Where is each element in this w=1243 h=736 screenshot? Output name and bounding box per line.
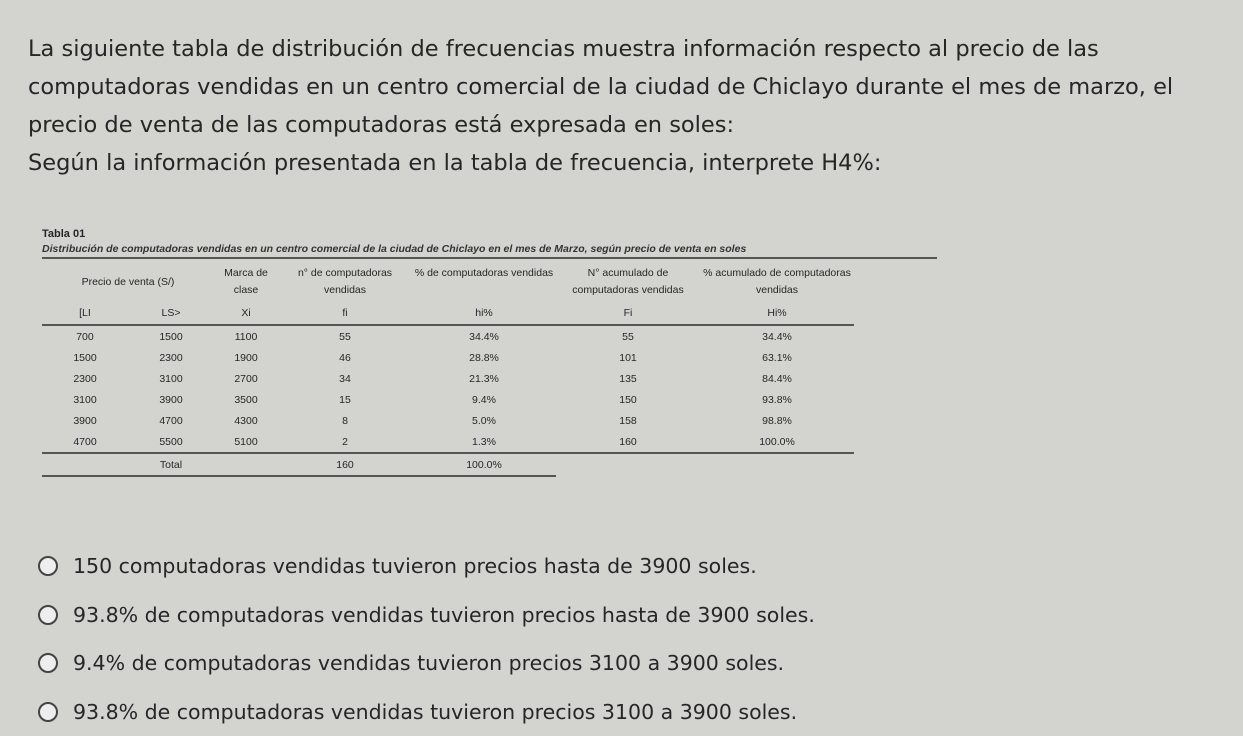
table-cell: 160 [556,431,700,453]
table-cell: 158 [556,410,700,431]
subheader-cell: fi [278,301,412,325]
table-cell: 5100 [214,431,278,453]
table-cell: 100.0% [700,431,854,453]
table-cell: 2 [278,431,412,453]
table-cell: 3100 [128,368,214,389]
radio-button[interactable] [38,653,58,673]
table-cell: 1500 [42,347,128,368]
option-4[interactable]: 93.8% de computadoras vendidas tuvieron … [38,688,815,736]
table-cell: 2300 [42,368,128,389]
table-cell: 5.0% [412,410,556,431]
question-prompt: Según la información presentada en la ta… [28,144,1228,182]
table-cell: 28.8% [412,347,556,368]
table-cell: 3900 [128,389,214,410]
table-cell: 101 [556,347,700,368]
table-cell: 55 [278,325,412,347]
table-cell: 21.3% [412,368,556,389]
option-label: 93.8% de computadoras vendidas tuvieron … [73,603,815,627]
total-hi: 100.0% [412,453,556,476]
table-cell: 93.8% [700,389,854,410]
table-cell: 4300 [214,410,278,431]
subheader-cell: LS> [128,301,214,325]
header-class-mark: Marca de clase [214,263,278,301]
subheader-cell: Hi% [700,301,854,325]
table-cell: 2300 [128,347,214,368]
frequency-table: Precio de venta (S/) Marca de clase n° d… [42,263,854,477]
option-label: 150 computadoras vendidas tuvieron preci… [73,554,757,578]
table-cell: 1.3% [412,431,556,453]
table-cell: 700 [42,325,128,347]
table-cell: 84.4% [700,368,854,389]
subheader-cell: Xi [214,301,278,325]
header-Hi: % acumulado de computadoras vendidas [700,263,854,301]
radio-button[interactable] [38,556,58,576]
subheader-cell: Fi [556,301,700,325]
option-label: 9.4% de computadoras vendidas tuvieron p… [73,651,784,675]
total-fi: 160 [278,453,412,476]
table-cell: 5500 [128,431,214,453]
frequency-table-figure: Tabla 01 Distribución de computadoras ve… [42,228,942,477]
table-cell: 135 [556,368,700,389]
radio-button[interactable] [38,702,58,722]
table-cell: 34.4% [700,325,854,347]
question-paragraph: La siguiente tabla de distribución de fr… [28,30,1228,144]
table-cell: 1900 [214,347,278,368]
option-2[interactable]: 93.8% de computadoras vendidas tuvieron … [38,591,815,640]
subheader-cell: hi% [412,301,556,325]
table-cell: 46 [278,347,412,368]
table-cell: 15 [278,389,412,410]
table-cell: 3900 [42,410,128,431]
table-caption: Distribución de computadoras vendidas en… [42,243,937,259]
table-cell: 34 [278,368,412,389]
table-cell: 1100 [214,325,278,347]
table-cell: 63.1% [700,347,854,368]
header-price: Precio de venta (S/) [42,263,214,301]
table-cell: 4700 [42,431,128,453]
table-cell: 4700 [128,410,214,431]
question-text: La siguiente tabla de distribución de fr… [28,30,1228,182]
table-label: Tabla 01 [42,228,942,240]
table-cell: 2700 [214,368,278,389]
table-cell: 150 [556,389,700,410]
header-Fi: N° acumulado de computadoras vendidas [556,263,700,301]
subheader-cell: [LI [42,301,128,325]
radio-button[interactable] [38,605,58,625]
total-label: Total [128,453,214,476]
table-cell: 1500 [128,325,214,347]
table-cell: 55 [556,325,700,347]
table-cell: 34.4% [412,325,556,347]
table-cell: 8 [278,410,412,431]
table-cell: 3500 [214,389,278,410]
table-cell: 3100 [42,389,128,410]
option-label: 93.8% de computadoras vendidas tuvieron … [73,700,797,724]
option-3[interactable]: 9.4% de computadoras vendidas tuvieron p… [38,639,815,688]
option-1[interactable]: 150 computadoras vendidas tuvieron preci… [38,542,815,591]
header-fi: n° de computadoras vendidas [278,263,412,301]
table-cell: 9.4% [412,389,556,410]
table-cell: 98.8% [700,410,854,431]
header-hi: % de computadoras vendidas [412,263,556,301]
answer-options: 150 computadoras vendidas tuvieron preci… [38,542,815,736]
